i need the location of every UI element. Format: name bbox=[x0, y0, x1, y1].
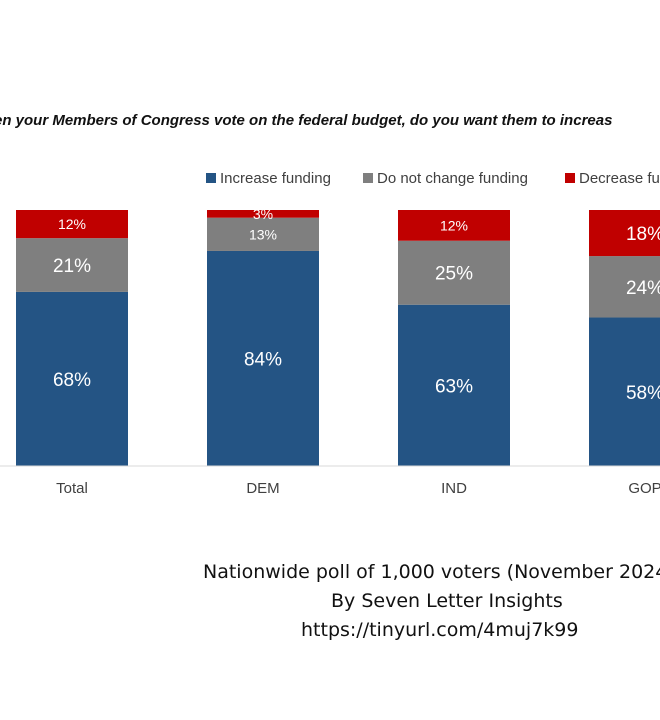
bar-segment-increase-funding-gop bbox=[589, 317, 660, 466]
data-label-increase-funding-total: 68% bbox=[53, 370, 91, 391]
x-axis: Total DEM IND GOP bbox=[0, 465, 660, 497]
bar-group-gop: 58% 24% 18% bbox=[589, 210, 660, 466]
legend: Increase funding Do not change funding Dec… bbox=[206, 170, 660, 187]
legend-label: Do not change funding bbox=[377, 170, 528, 187]
data-label-do-not-change-funding-dem: 13% bbox=[249, 226, 277, 242]
stacked-bar-chart: Increase funding Do not change funding Dec… bbox=[0, 170, 660, 497]
data-label-do-not-change-funding-ind: 25% bbox=[435, 264, 473, 285]
legend-item-increase-funding: Increase funding bbox=[206, 170, 331, 187]
data-label-decrease-funding-gop: 18% bbox=[626, 224, 660, 245]
bar-segment-decrease-funding-total bbox=[16, 210, 128, 239]
bar-segment-decrease-funding-gop bbox=[589, 210, 660, 257]
legend-swatch bbox=[363, 173, 373, 183]
bar-segment-decrease-funding-ind bbox=[398, 210, 510, 241]
bar-group-dem: 84% 13% 3% bbox=[207, 206, 319, 466]
legend-label: Decrease funding bbox=[579, 170, 660, 187]
data-label-decrease-funding-total: 12% bbox=[58, 216, 86, 232]
bar-group-total: 68% 21% 12% bbox=[16, 210, 128, 466]
data-label-do-not-change-funding-gop: 24% bbox=[626, 278, 660, 299]
bar-segment-increase-funding-ind bbox=[398, 304, 510, 466]
data-label-decrease-funding-dem: 3% bbox=[253, 206, 273, 222]
category-label-total: Total bbox=[56, 480, 88, 497]
footer-line-source: By Seven Letter Insights bbox=[331, 590, 563, 612]
data-label-do-not-change-funding-total: 21% bbox=[53, 256, 91, 277]
data-label-increase-funding-dem: 84% bbox=[244, 349, 282, 370]
bar-segment-do-not-change-funding-total bbox=[16, 238, 128, 292]
bars: 68% 21% 12% 84% 13% 3% 63% 25% 12% 58% 24% 18% bbox=[16, 206, 660, 466]
chart-title: en your Members of Congress vote on the … bbox=[0, 112, 613, 129]
data-label-increase-funding-gop: 58% bbox=[626, 383, 660, 404]
data-label-increase-funding-ind: 63% bbox=[435, 376, 473, 397]
bar-segment-decrease-funding-dem bbox=[207, 210, 319, 218]
bar-group-ind: 63% 25% 12% bbox=[398, 210, 510, 466]
bar-segment-do-not-change-funding-ind bbox=[398, 240, 510, 305]
bar-segment-increase-funding-dem bbox=[207, 250, 319, 466]
legend-swatch bbox=[565, 173, 575, 183]
data-label-decrease-funding-ind: 12% bbox=[440, 217, 468, 233]
bar-segment-do-not-change-funding-gop bbox=[589, 256, 660, 318]
chart-footer: Nationwide poll of 1,000 voters (Novembe… bbox=[200, 558, 660, 645]
legend-label: Increase funding bbox=[220, 170, 331, 187]
footer-line-poll: Nationwide poll of 1,000 voters (Novembe… bbox=[203, 561, 660, 583]
category-label-dem: DEM bbox=[246, 480, 279, 497]
category-label-gop: GOP bbox=[628, 480, 660, 497]
category-label-ind: IND bbox=[441, 480, 467, 497]
legend-item-decrease-funding: Decrease funding bbox=[565, 170, 660, 187]
footer-line-url: https://tinyurl.com/4muj7k99 bbox=[301, 619, 579, 641]
bar-segment-increase-funding-total bbox=[16, 291, 128, 466]
legend-item-do-not-change-funding: Do not change funding bbox=[363, 170, 528, 187]
legend-swatch bbox=[206, 173, 216, 183]
bar-segment-do-not-change-funding-dem bbox=[207, 217, 319, 251]
